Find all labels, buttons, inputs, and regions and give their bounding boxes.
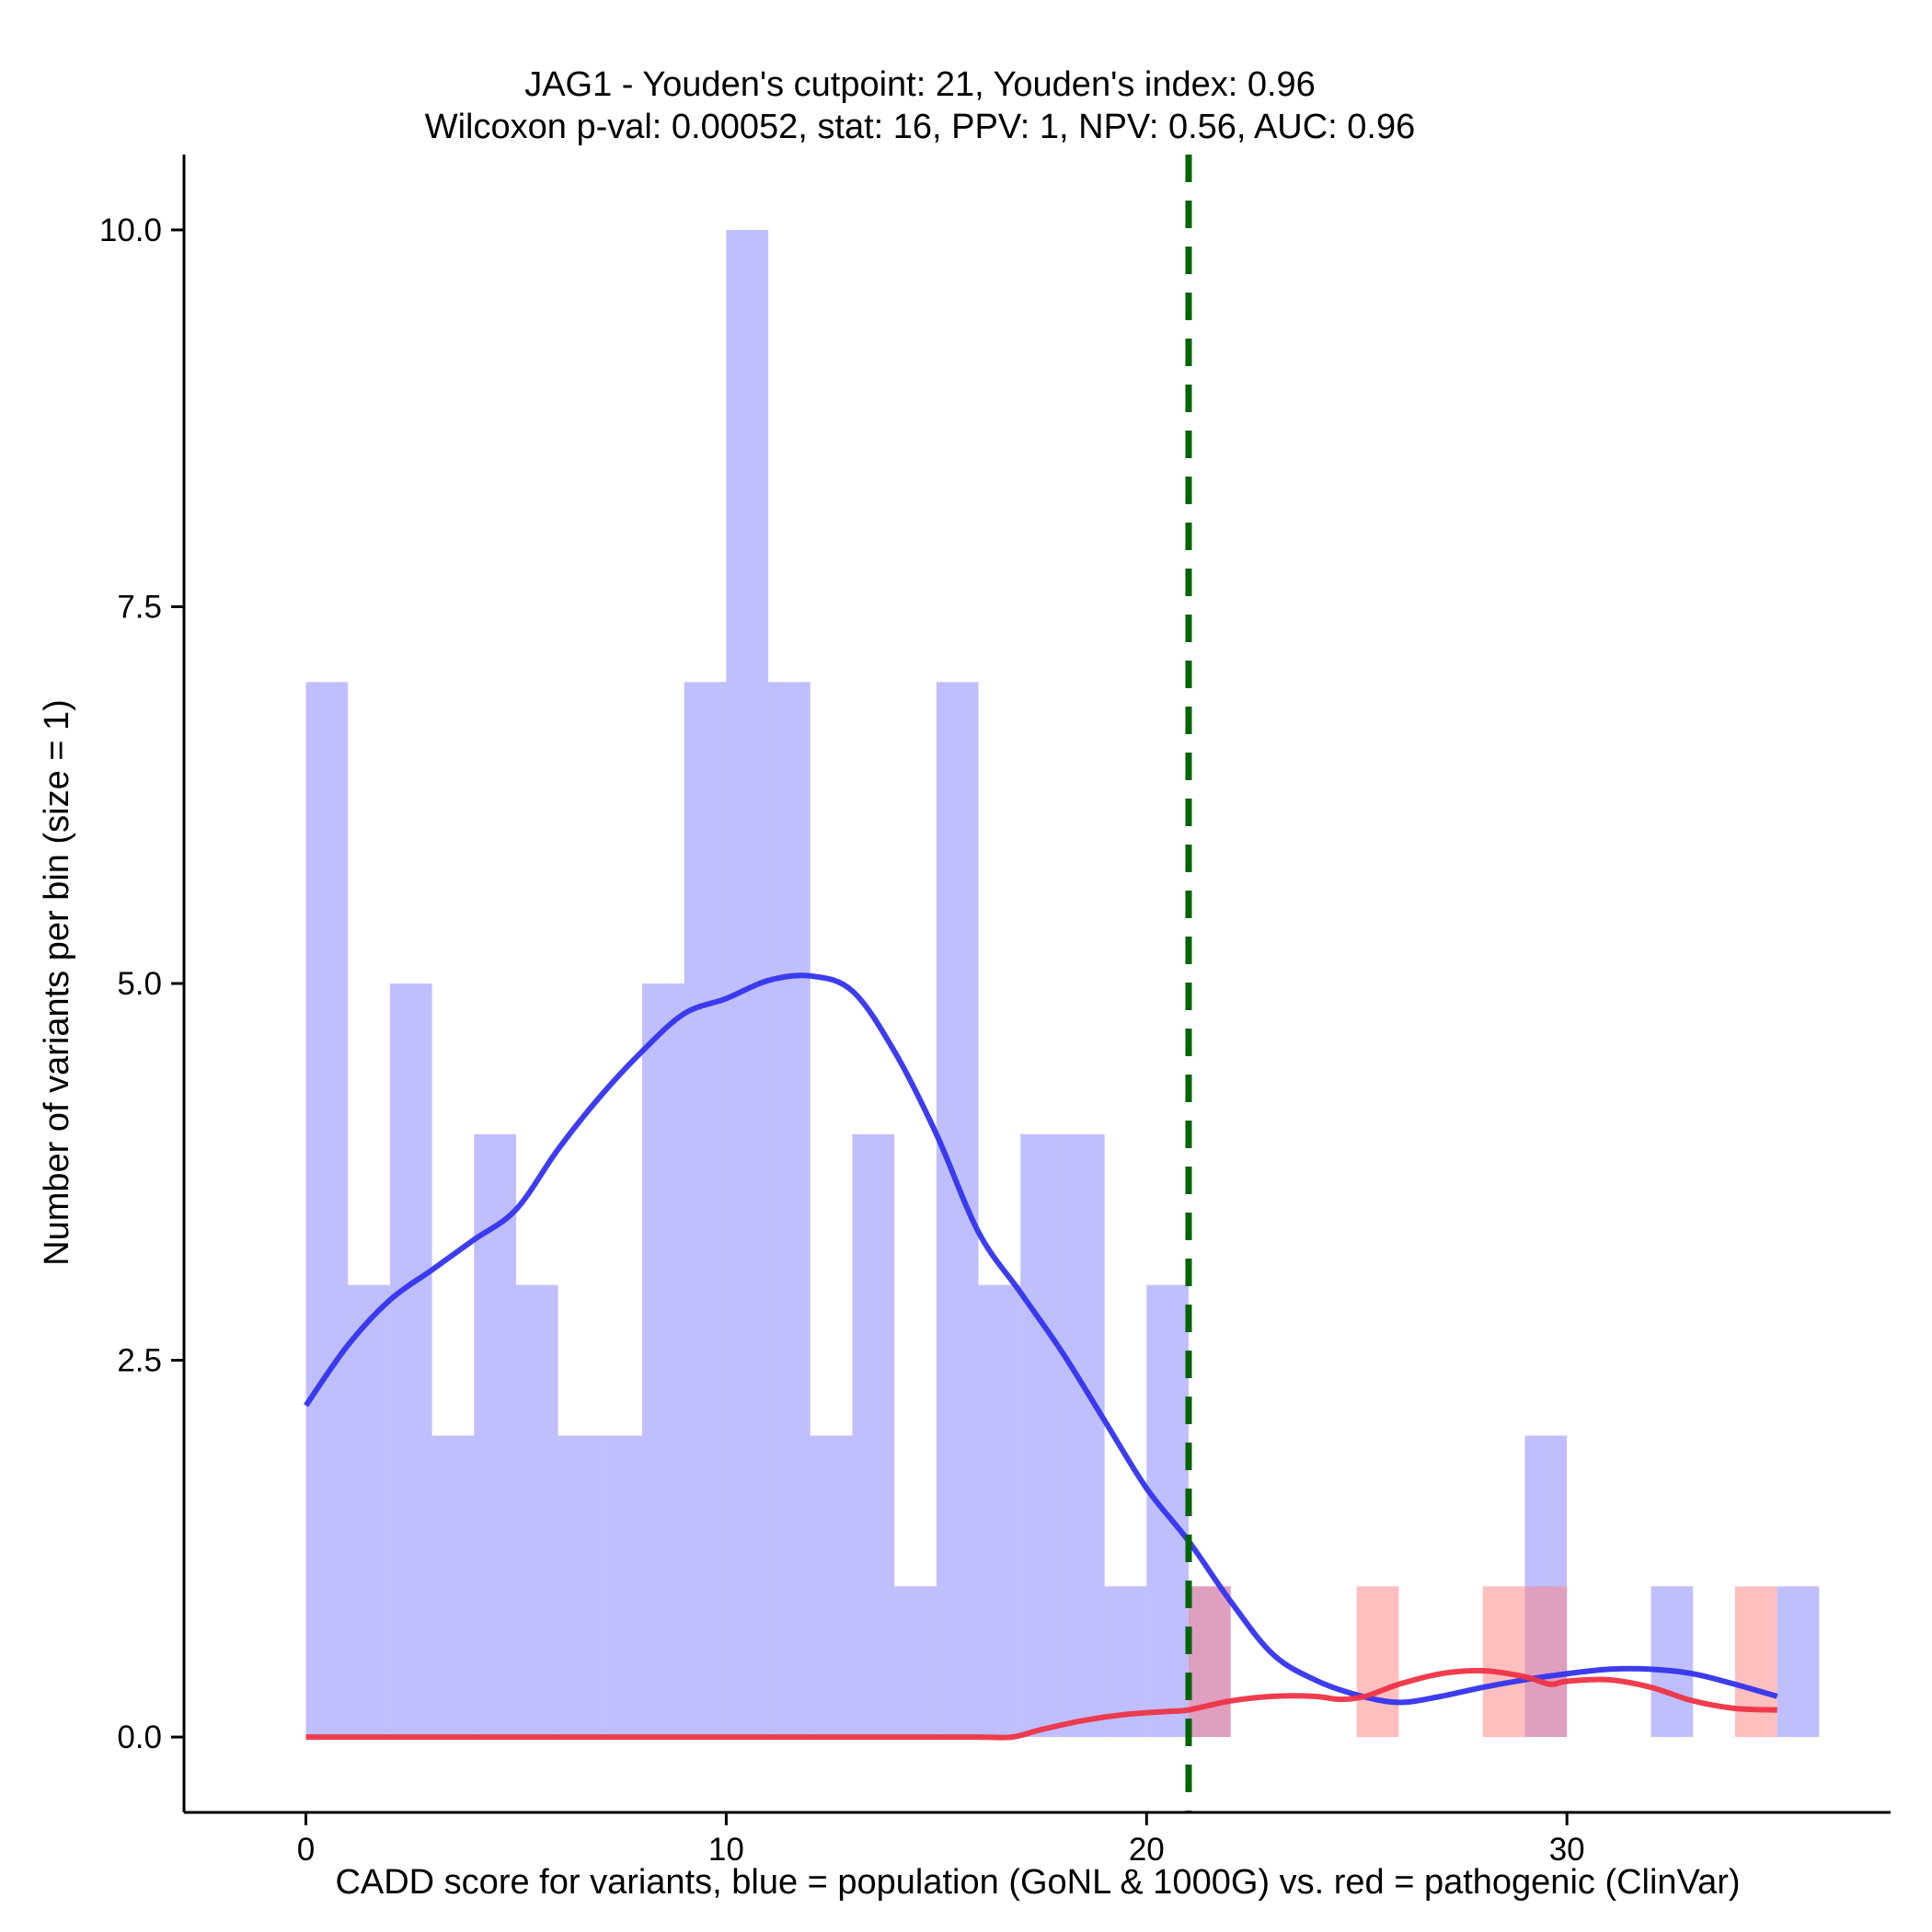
population-bar-2 xyxy=(389,983,432,1738)
population-bar-3 xyxy=(431,1435,475,1738)
pathogenic-bar-34 xyxy=(1734,1586,1777,1738)
x-axis-ticks: 0 10 20 30 xyxy=(297,1812,1585,1868)
y-axis-title: Number of variants per bin (size = 1) xyxy=(38,699,76,1266)
population-bar-14 xyxy=(894,1586,937,1738)
y-tick-label: 0.0 xyxy=(117,1719,162,1755)
population-bar-16 xyxy=(978,1284,1021,1738)
population-bar-18 xyxy=(1062,1133,1105,1738)
population-bar-8 xyxy=(642,983,684,1738)
population-bar-0 xyxy=(305,682,349,1738)
population-bars xyxy=(305,229,1820,1738)
y-tick-label: 7.5 xyxy=(117,589,162,625)
population-bar-5 xyxy=(515,1284,558,1738)
x-axis-title: CADD score for variants, blue = populati… xyxy=(335,1863,1740,1902)
population-bar-32 xyxy=(1650,1586,1694,1738)
chart-subtitle: Wilcoxon p-val: 0.00052, stat: 16, PPV: … xyxy=(425,108,1416,146)
pathogenic-bar-21 xyxy=(1188,1586,1231,1738)
density-curves xyxy=(304,972,1778,1741)
population-density-curve xyxy=(304,972,1778,1706)
y-tick-label: 2.5 xyxy=(117,1343,162,1379)
population-bar-1 xyxy=(348,1284,390,1738)
population-bar-17 xyxy=(1020,1133,1063,1738)
y-axis-ticks: 0.0 2.5 5.0 7.5 10.0 xyxy=(99,213,184,1755)
population-bar-7 xyxy=(600,1435,643,1738)
y-tick-label: 5.0 xyxy=(117,966,162,1002)
population-bar-13 xyxy=(852,1133,895,1738)
pathogenic-bar-28 xyxy=(1482,1586,1525,1738)
y-tick-label: 10.0 xyxy=(99,213,162,248)
pathogenic-bars xyxy=(1188,1586,1777,1738)
pathogenic-bar-25 xyxy=(1356,1586,1399,1738)
population-bar-12 xyxy=(810,1435,853,1738)
pathogenic-bar-29 xyxy=(1524,1586,1568,1738)
x-tick-label: 0 xyxy=(297,1832,315,1868)
x-tick-label: 20 xyxy=(1129,1832,1165,1868)
population-bar-11 xyxy=(768,682,811,1738)
chart-title: JAG1 - Youden's cutpoint: 21, Youden's i… xyxy=(524,65,1316,104)
x-tick-label: 10 xyxy=(708,1832,744,1868)
x-tick-label: 30 xyxy=(1549,1832,1585,1868)
population-bar-35 xyxy=(1777,1586,1820,1738)
population-bar-9 xyxy=(684,682,727,1738)
population-bar-6 xyxy=(558,1435,601,1738)
population-bar-15 xyxy=(936,682,979,1738)
pathogenic-density-curve xyxy=(305,1667,1777,1741)
